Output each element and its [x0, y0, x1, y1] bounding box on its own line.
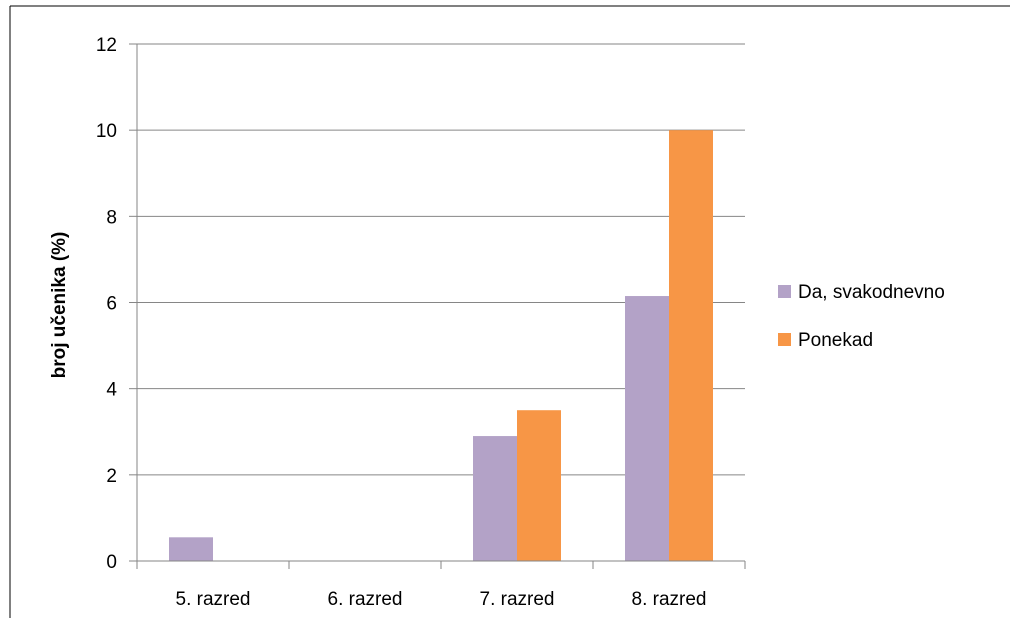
y-tick-label-0: 0 [106, 552, 117, 573]
legend-swatch-0 [778, 285, 791, 298]
axes [129, 43, 746, 569]
y-tick-label-6: 12 [96, 35, 117, 56]
y-tick-label-4: 8 [106, 207, 117, 228]
bar-series1-cat2 [517, 410, 561, 561]
x-tick-label-3: 8. razred [632, 589, 707, 610]
legend-swatch-1 [778, 333, 791, 346]
gridlines [137, 43, 745, 476]
x-tick-label-0: 5. razred [176, 589, 251, 610]
bar-series0-cat0 [169, 537, 213, 561]
y-axis-title: broj učenika (%) [49, 232, 70, 379]
y-tick-label-5: 10 [96, 121, 117, 142]
legend-label-1: Ponekad [798, 330, 873, 351]
bars [169, 130, 713, 561]
x-tick-label-2: 7. razred [480, 589, 555, 610]
y-tick-label-2: 4 [106, 380, 117, 401]
bar-series1-cat3 [669, 130, 713, 561]
bar-series0-cat2 [473, 436, 517, 561]
x-tick-label-1: 6. razred [328, 589, 403, 610]
y-tick-label-1: 2 [106, 466, 117, 487]
x-tick-labels: 5. razred 6. razred 7. razred 8. razred [176, 589, 707, 610]
legend-label-0: Da, svakodnevno [798, 282, 945, 303]
bar-series0-cat3 [625, 296, 669, 561]
y-tick-labels: 0 2 4 6 8 10 12 [96, 35, 118, 573]
legend: Da, svakodnevno Ponekad [778, 282, 945, 351]
y-tick-label-3: 6 [106, 294, 117, 315]
